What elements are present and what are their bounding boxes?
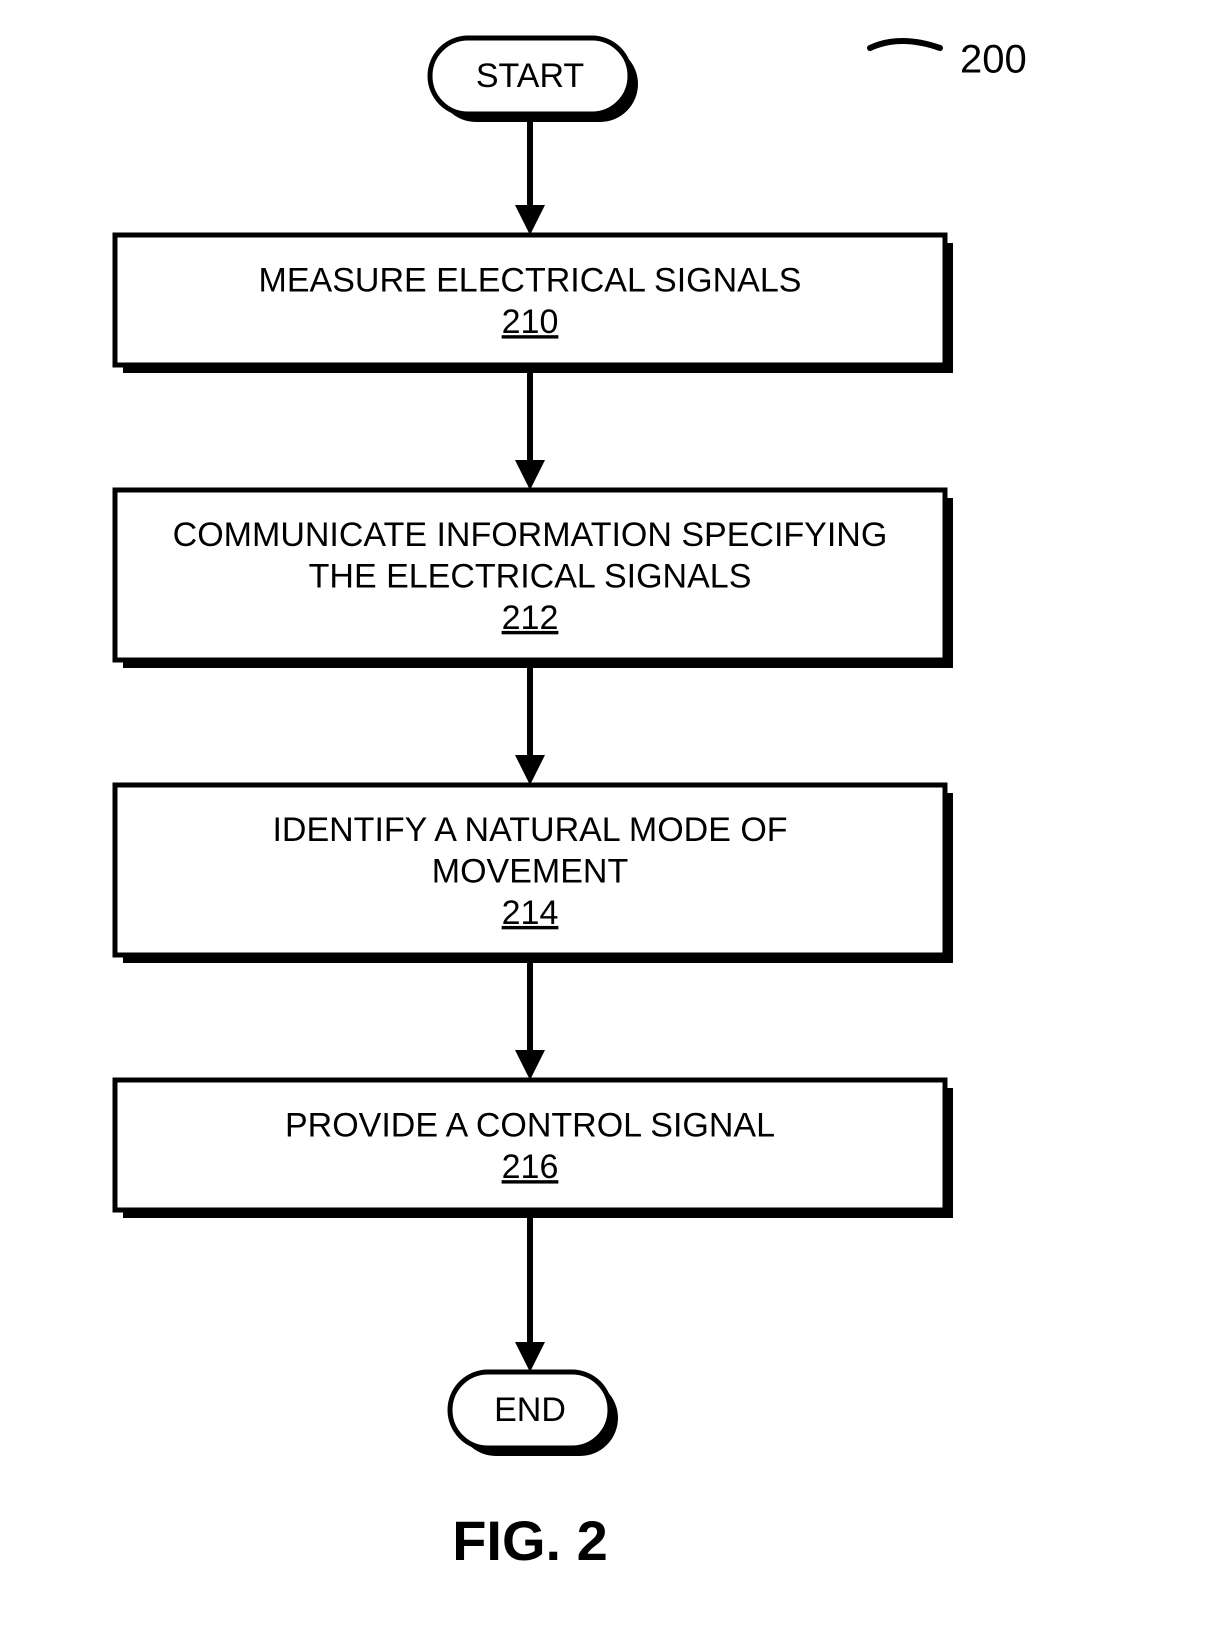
step-214-ref: 214 bbox=[502, 894, 559, 932]
step-210-ref: 210 bbox=[502, 303, 559, 341]
arrow-head bbox=[515, 1050, 545, 1080]
end-terminal-label: END bbox=[494, 1391, 566, 1429]
box bbox=[115, 1080, 945, 1210]
figure-ref-number: 200 bbox=[960, 38, 1027, 82]
arrow-head bbox=[515, 755, 545, 785]
figure-label: FIG. 2 bbox=[452, 1509, 608, 1572]
step-216-ref: 216 bbox=[502, 1148, 559, 1186]
step-212-line1: THE ELECTRICAL SIGNALS bbox=[309, 557, 752, 595]
arrow-head bbox=[515, 460, 545, 490]
step-210-line0: MEASURE ELECTRICAL SIGNALS bbox=[259, 262, 802, 300]
step-216-line0: PROVIDE A CONTROL SIGNAL bbox=[285, 1107, 775, 1145]
annotation-tick bbox=[870, 41, 940, 48]
arrow-head bbox=[515, 1342, 545, 1372]
start-terminal-label: START bbox=[476, 57, 584, 95]
step-214-line0: IDENTIFY A NATURAL MODE OF bbox=[272, 811, 787, 849]
step-212-line0: COMMUNICATE INFORMATION SPECIFYING bbox=[173, 516, 888, 554]
box bbox=[115, 235, 945, 365]
step-214-line1: MOVEMENT bbox=[432, 852, 628, 890]
step-212-ref: 212 bbox=[502, 599, 559, 637]
arrow-head bbox=[515, 205, 545, 235]
